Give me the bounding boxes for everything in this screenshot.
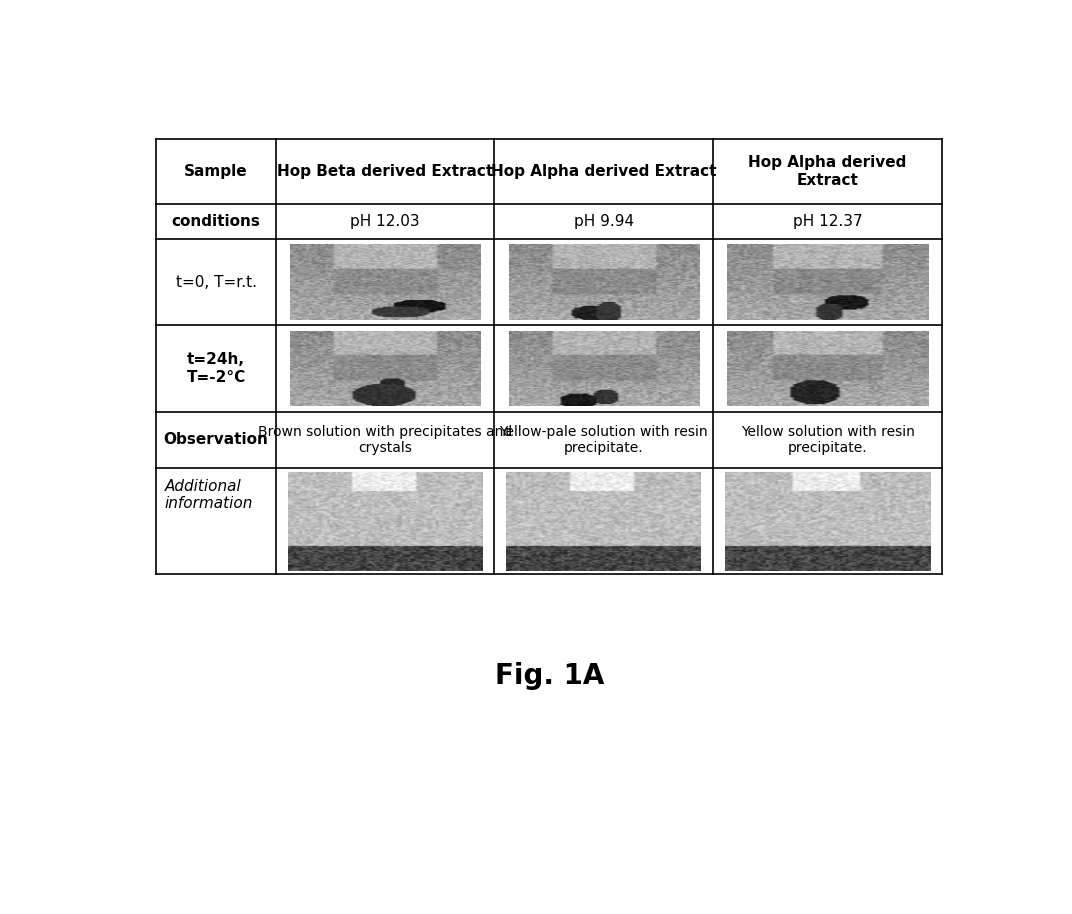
- Text: pH 9.94: pH 9.94: [574, 214, 634, 228]
- Text: Fig. 1A: Fig. 1A: [494, 663, 605, 690]
- Text: Additional
information: Additional information: [165, 479, 253, 511]
- Text: pH 12.37: pH 12.37: [793, 214, 863, 228]
- Text: Hop Alpha derived
Extract: Hop Alpha derived Extract: [748, 155, 907, 187]
- Text: conditions: conditions: [172, 214, 260, 228]
- Text: Brown solution with precipitates and
crystals: Brown solution with precipitates and cry…: [258, 425, 512, 455]
- Text: Hop Beta derived Extract: Hop Beta derived Extract: [277, 164, 493, 179]
- Text: Yellow solution with resin
precipitate.: Yellow solution with resin precipitate.: [741, 425, 914, 455]
- Text: pH 12.03: pH 12.03: [351, 214, 420, 228]
- Text: t=0, T=r.t.: t=0, T=r.t.: [176, 275, 256, 290]
- Text: t=24h,
T=-2°C: t=24h, T=-2°C: [187, 352, 245, 385]
- Text: Observation: Observation: [164, 432, 269, 447]
- Text: Sample: Sample: [184, 164, 248, 179]
- Text: Yellow-pale solution with resin
precipitate.: Yellow-pale solution with resin precipit…: [500, 425, 708, 455]
- Text: Hop Alpha derived Extract: Hop Alpha derived Extract: [491, 164, 716, 179]
